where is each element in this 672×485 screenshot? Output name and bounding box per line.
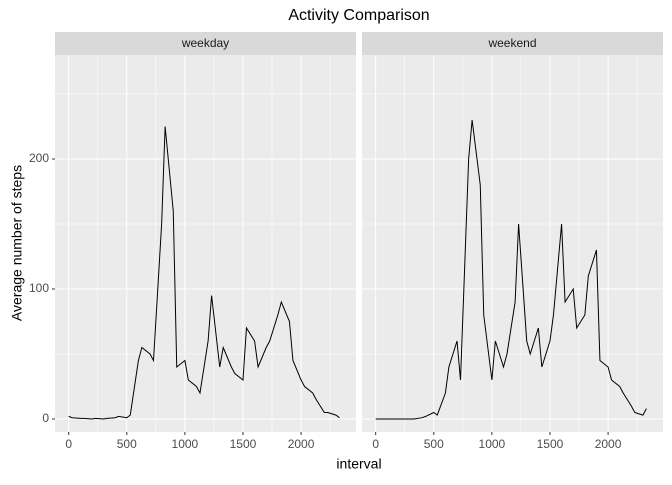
strip-label: weekend	[487, 36, 536, 50]
line	[68, 126, 340, 420]
y-tick-label: 100	[29, 281, 49, 295]
x-tick-label: 500	[424, 437, 444, 451]
y-axis-label: Average number of steps	[9, 165, 25, 321]
strip-label: weekday	[181, 36, 229, 50]
x-tick-label: 2000	[595, 437, 622, 451]
chart-title: Activity Comparison	[288, 7, 429, 24]
x-axis-label: interval	[336, 456, 381, 472]
strip	[362, 32, 663, 55]
line	[375, 119, 647, 420]
x-tick-label: 1500	[537, 437, 564, 451]
x-tick-label: 0	[65, 437, 72, 451]
x-tick-label: 1000	[479, 437, 506, 451]
x-tick-label: 2000	[288, 437, 315, 451]
x-tick-label: 1000	[172, 437, 199, 451]
x-tick-label: 0	[372, 437, 379, 451]
y-tick-label: 0	[42, 411, 49, 425]
y-tick-label: 200	[29, 151, 49, 165]
panel-background	[362, 55, 663, 432]
x-tick-label: 1500	[230, 437, 257, 451]
panel-background	[55, 55, 356, 432]
x-tick-label: 500	[117, 437, 137, 451]
strip	[55, 32, 356, 55]
